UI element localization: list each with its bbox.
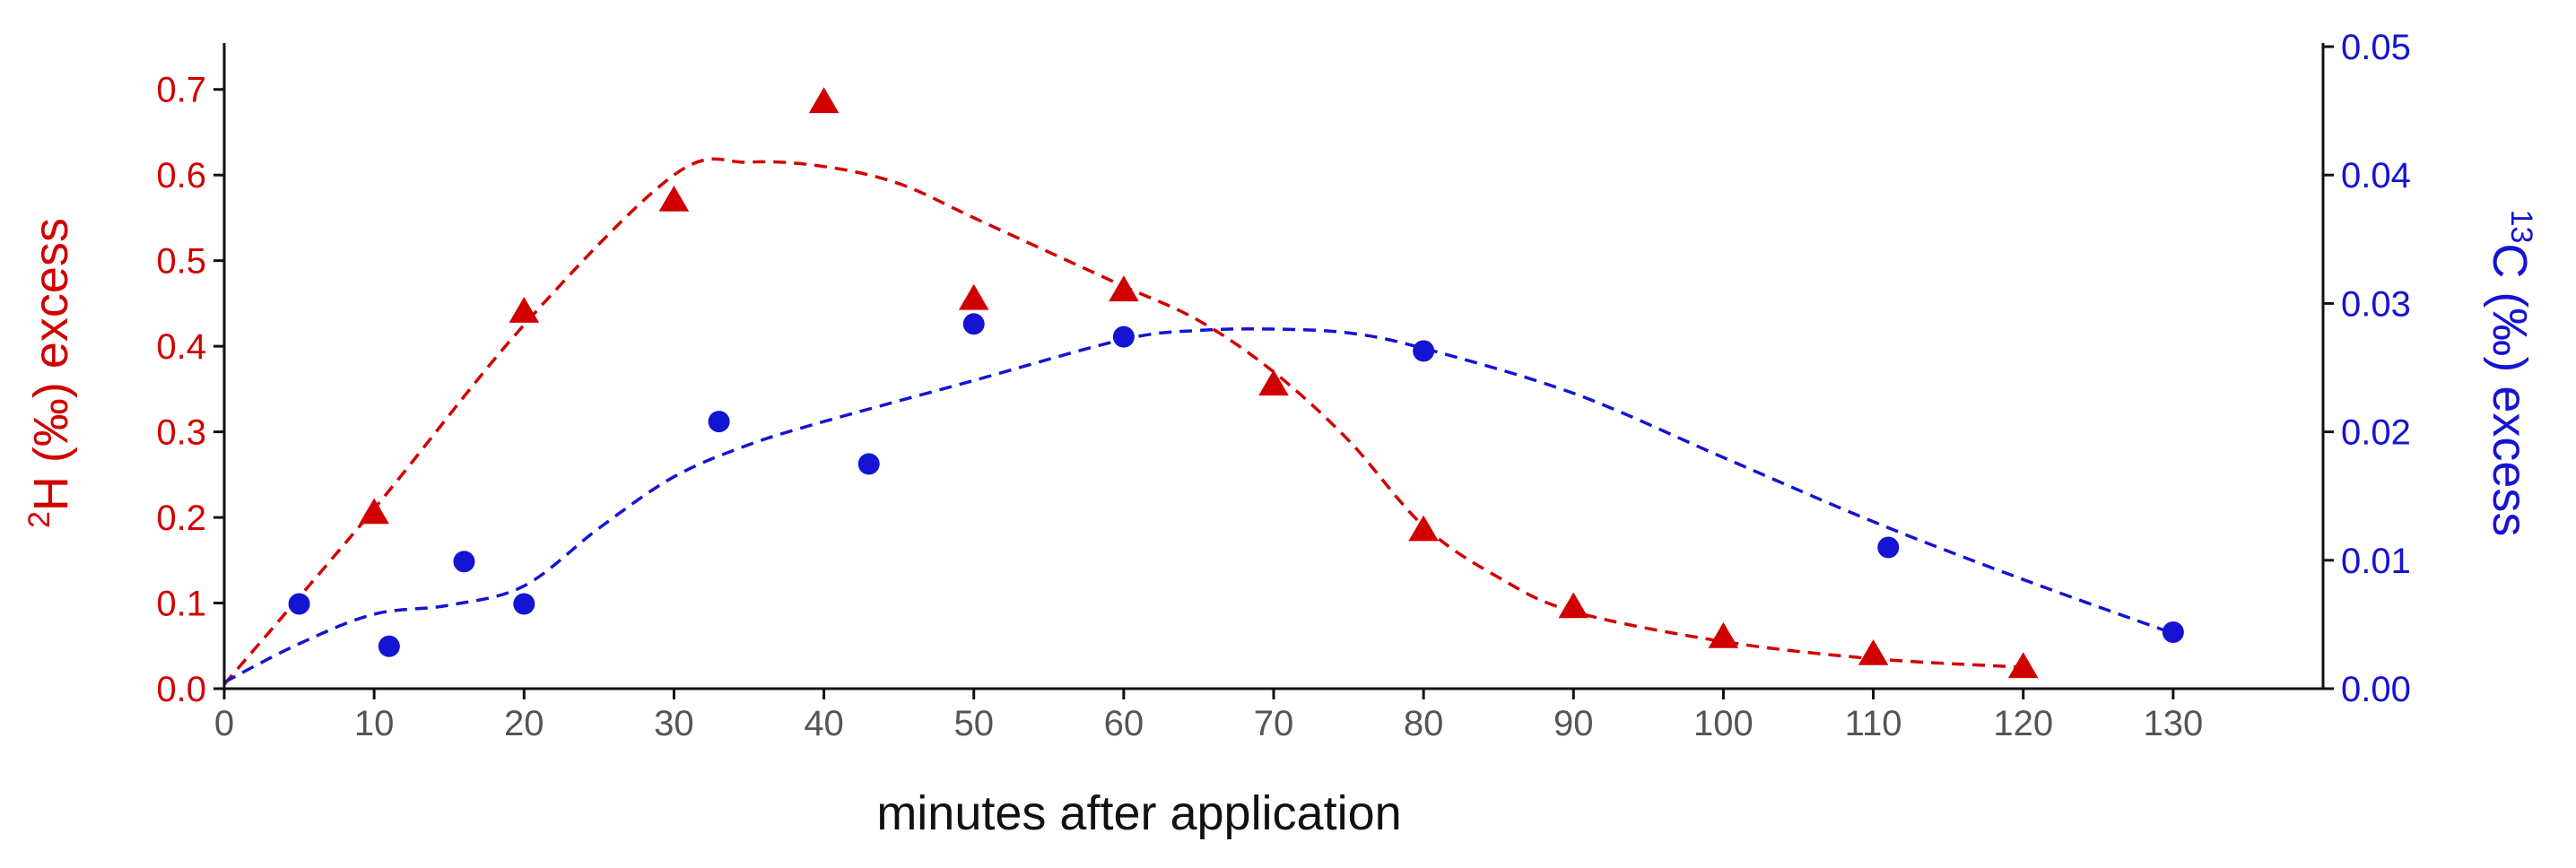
left-tick-label: 0.4 — [156, 327, 206, 367]
x-tick-label: 110 — [1845, 704, 1902, 743]
h2-point — [1408, 515, 1439, 542]
c13-trend-line — [223, 327, 2174, 684]
c13-point — [288, 593, 310, 615]
x-tick-label: 120 — [1993, 704, 2053, 743]
c13-point — [513, 593, 535, 615]
c13-point — [708, 411, 730, 433]
right-y-axis-title: 13C (‰) excess — [2483, 210, 2538, 537]
c13-point — [2162, 621, 2184, 643]
left-y-axis-title-superscript: 2 — [22, 511, 57, 528]
h2-point — [359, 498, 389, 525]
x-tick-label: 40 — [804, 704, 844, 743]
right-tick-label: 0.04 — [2341, 156, 2411, 195]
left-tick-label: 0.2 — [156, 499, 206, 538]
right-y-axis-title-superscript: 13 — [2504, 210, 2538, 244]
x-axis: 0 10 20 30 40 50 60 70 80 90 100 110 120 130 — [214, 687, 2323, 743]
h2-point — [1109, 275, 1139, 302]
left-tick-label: 0.3 — [156, 413, 206, 453]
h2-point — [1258, 369, 1289, 396]
c13-point — [378, 635, 400, 657]
right-tick-label: 0.00 — [2341, 670, 2411, 709]
h2-trend-line — [222, 157, 2023, 686]
right-tick-label: 0.02 — [2341, 413, 2411, 453]
c13-point — [1877, 536, 1900, 559]
c13-point — [857, 453, 880, 475]
x-tick-label: 80 — [1404, 704, 1444, 743]
x-tick-label: 50 — [953, 704, 994, 743]
h2-point — [1708, 621, 1739, 648]
h2-point — [2007, 652, 2039, 679]
x-tick-label: 10 — [354, 704, 395, 743]
c13-point — [453, 551, 475, 573]
left-y-axis-title-text: H (‰) excess — [24, 218, 78, 511]
right-tick-label: 0.05 — [2341, 28, 2411, 67]
left-tick-label: 0.1 — [156, 585, 206, 624]
right-y-axis: 0.00 0.01 0.02 0.03 0.04 0.05 — [2321, 28, 2411, 709]
c13-point — [1413, 340, 1435, 362]
x-tick-label: 100 — [1693, 704, 1754, 743]
left-tick-label: 0.5 — [156, 242, 206, 282]
left-tick-label: 0.0 — [156, 670, 206, 709]
c13-point — [1112, 326, 1135, 348]
x-tick-label: 20 — [504, 704, 544, 743]
h2-point — [958, 283, 989, 310]
c13-point — [962, 313, 985, 335]
right-tick-label: 0.01 — [2341, 542, 2411, 581]
x-tick-label: 70 — [1254, 704, 1294, 743]
x-tick-label: 0 — [214, 704, 234, 743]
h2-point — [808, 87, 840, 114]
h2-point — [509, 297, 540, 323]
x-tick-label: 130 — [2143, 704, 2203, 743]
h2-point — [1558, 592, 1589, 619]
left-tick-label: 0.6 — [156, 156, 206, 195]
x-tick-label: 90 — [1553, 704, 1594, 743]
left-tick-label: 0.7 — [156, 71, 206, 110]
right-y-axis-title-text: C (‰) excess — [2483, 243, 2537, 536]
data-marks — [288, 87, 2184, 679]
h2-point — [658, 186, 690, 212]
right-tick-label: 0.03 — [2341, 284, 2411, 324]
x-tick-label: 60 — [1104, 704, 1144, 743]
h2-point — [1858, 639, 1889, 665]
x-tick-label: 30 — [654, 704, 694, 743]
left-y-axis-title: 2H (‰) excess — [22, 218, 78, 528]
left-y-axis: 0.0 0.1 0.2 0.3 0.4 0.5 0.6 0.7 — [156, 43, 226, 709]
x-axis-title: minutes after application — [876, 786, 1401, 840]
